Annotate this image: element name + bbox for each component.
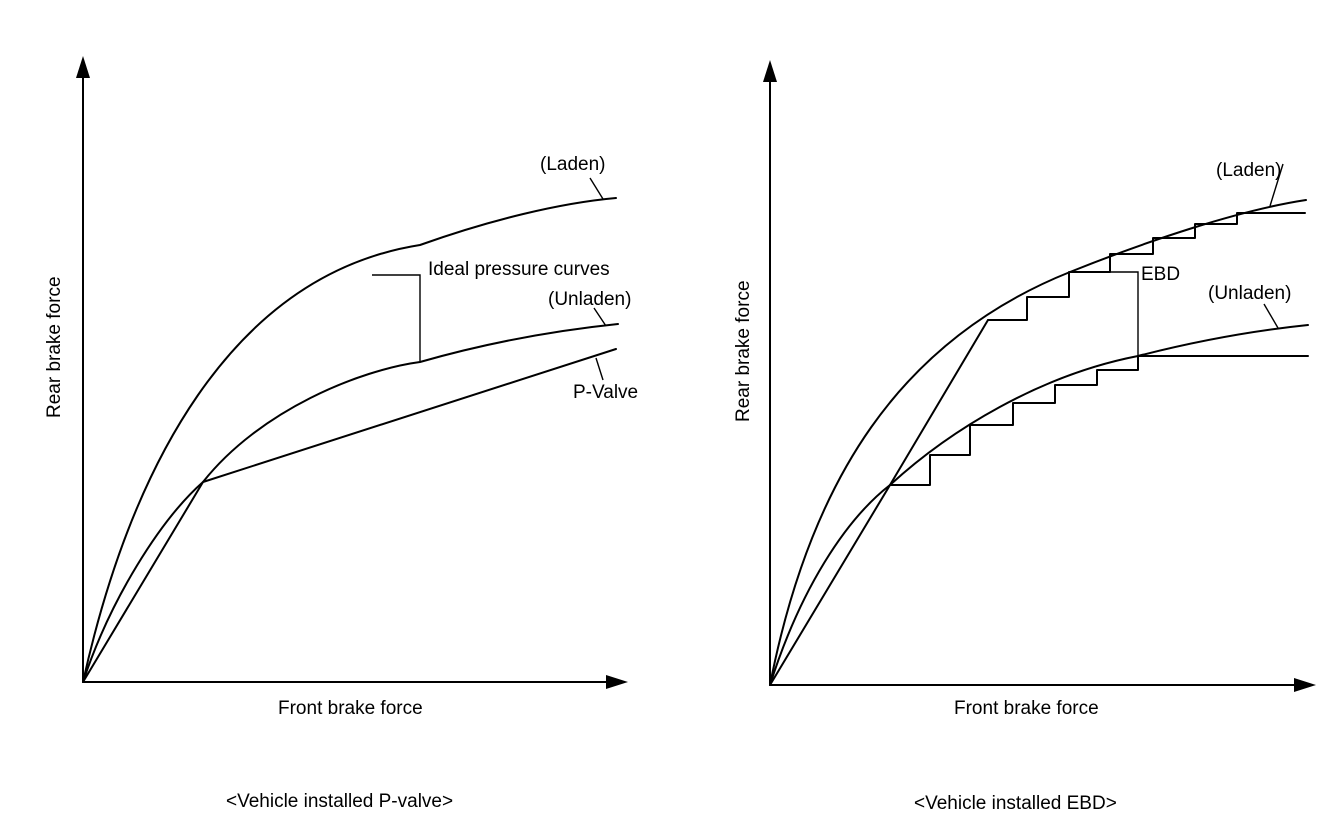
left-y-axis-label: Rear brake force: [44, 276, 65, 418]
ebd-label: EBD: [1141, 264, 1180, 285]
left-caption: <Vehicle installed P-valve>: [226, 791, 453, 812]
right-y-axis-label: Rear brake force: [733, 280, 754, 422]
left-laden-leader: [589, 177, 604, 200]
left-unladen-label: (Unladen): [548, 289, 631, 310]
p-valve-panel: (Laden) Ideal pressure curves (Unladen) …: [44, 56, 638, 812]
left-unladen-leader: [593, 307, 607, 327]
right-laden-curve: [769, 199, 1307, 686]
right-laden-leader: [1269, 163, 1284, 207]
left-p-valve-line: [82, 348, 617, 683]
ideal-pressure-label: Ideal pressure curves: [428, 259, 610, 280]
left-x-axis-arrow: [606, 675, 628, 689]
ebd-initial-line: [769, 319, 989, 686]
ideal-pressure-bracket: [372, 274, 421, 362]
p-valve-label: P-Valve: [573, 382, 638, 403]
left-unladen-curve: [82, 323, 619, 683]
right-x-axis-arrow: [1294, 678, 1316, 692]
ebd-bracket: [1110, 271, 1139, 356]
left-x-axis-label: Front brake force: [278, 698, 423, 719]
left-laden-label: (Laden): [540, 154, 606, 175]
p-valve-leader: [595, 357, 604, 381]
right-caption: <Vehicle installed EBD>: [914, 793, 1117, 814]
ebd-unladen-steps: [889, 355, 1309, 486]
right-x-axis-label: Front brake force: [954, 698, 1099, 719]
ebd-laden-steps: [987, 212, 1306, 321]
right-laden-label: (Laden): [1216, 160, 1282, 181]
right-y-axis-arrow: [763, 60, 777, 82]
ebd-panel: (Laden) EBD (Unladen) Front brake force …: [733, 60, 1316, 814]
left-y-axis-arrow: [76, 56, 90, 78]
right-unladen-curve: [769, 324, 1309, 686]
right-unladen-label: (Unladen): [1208, 283, 1291, 304]
left-laden-curve: [82, 197, 617, 683]
right-unladen-leader: [1263, 303, 1279, 329]
